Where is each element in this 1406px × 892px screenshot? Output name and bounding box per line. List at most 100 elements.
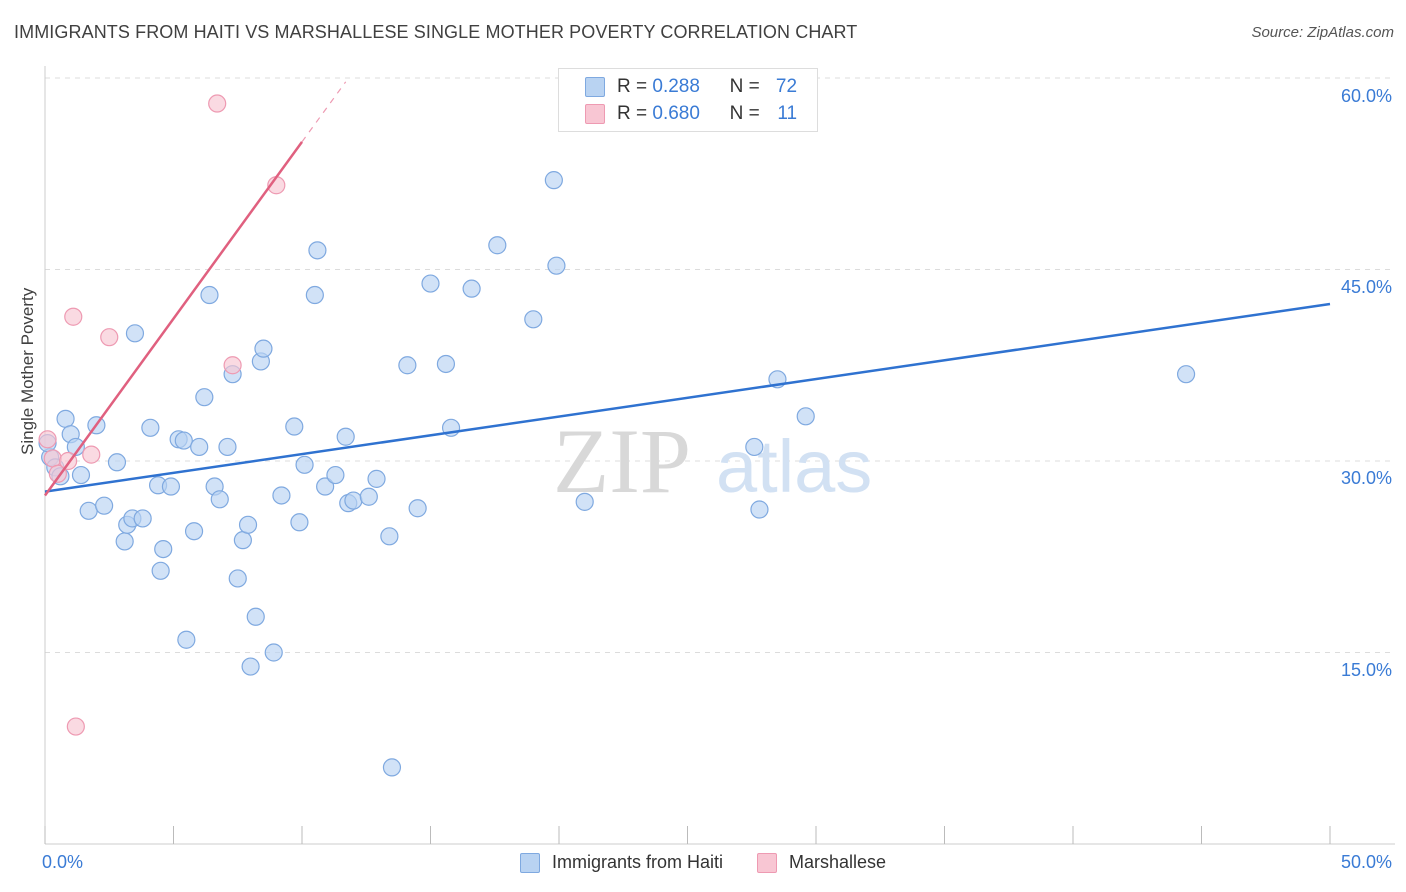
data-point-haiti: [285, 417, 304, 436]
marshallese-swatch: [585, 104, 605, 124]
data-point-haiti: [177, 630, 196, 649]
data-point-haiti: [141, 418, 160, 437]
data-point-haiti: [421, 274, 440, 293]
data-point-haiti: [184, 522, 204, 541]
data-point-haiti: [154, 539, 173, 559]
data-point-haiti: [161, 477, 181, 496]
y-tick-label-30: 30.0%: [1340, 468, 1392, 488]
data-point-haiti: [1176, 365, 1196, 384]
n-label: N =: [729, 76, 760, 97]
data-point-haiti: [436, 354, 456, 374]
data-point-haiti: [326, 465, 345, 485]
data-point-haiti: [316, 477, 335, 496]
haiti-swatch: [585, 77, 605, 97]
watermark-atlas: atlas: [716, 425, 872, 508]
haiti-points: [38, 171, 1196, 777]
data-point-haiti: [796, 407, 815, 426]
data-point-haiti: [398, 356, 417, 375]
data-point-marshallese: [48, 464, 67, 483]
data-point-haiti: [246, 607, 265, 626]
data-point-haiti: [190, 437, 209, 457]
data-point-haiti: [290, 513, 309, 532]
data-point-haiti: [308, 241, 327, 260]
n-label: N =: [729, 103, 760, 124]
data-point-haiti: [151, 561, 170, 580]
data-point-marshallese: [43, 449, 62, 468]
data-point-haiti: [408, 499, 427, 518]
data-point-haiti: [66, 437, 85, 457]
data-point-marshallese: [223, 356, 242, 375]
data-point-haiti: [488, 236, 507, 255]
data-point-haiti: [79, 501, 98, 520]
data-point-haiti: [56, 409, 75, 428]
data-point-haiti: [305, 285, 324, 305]
n-value: 72: [775, 76, 798, 97]
stats-row-haiti: R = 0.288 N = 72: [585, 75, 797, 99]
legend-label-marshallese: Marshallese: [789, 852, 887, 872]
stats-row-marshallese: R = 0.680 N = 11: [585, 102, 797, 126]
series-legend: Immigrants from Haiti Marshallese: [520, 852, 920, 873]
data-point-marshallese: [208, 94, 227, 113]
data-point-haiti: [380, 527, 399, 546]
y-tick-label-60: 60.0%: [1340, 86, 1392, 106]
data-point-haiti: [295, 455, 314, 474]
haiti-legend-swatch: [520, 852, 540, 873]
data-point-haiti: [272, 486, 291, 505]
trend-extension-marshallese: [301, 81, 347, 143]
data-point-marshallese: [100, 328, 119, 347]
n-value: 11: [777, 103, 798, 124]
r-value: 0.288: [652, 76, 700, 97]
data-point-haiti: [382, 758, 402, 777]
chart-title: IMMIGRANTS FROM HAITI VS MARSHALLESE SIN…: [14, 22, 858, 42]
data-point-haiti: [133, 509, 152, 528]
data-point-haiti: [210, 490, 229, 509]
stats-legend: R = 0.288 N = 72 R = 0.680 N = 11: [558, 68, 818, 132]
trend-lines: [43, 81, 1331, 497]
y-tick-label-45: 45.0%: [1340, 277, 1392, 297]
y-axis-label: Single Mother Poverty: [18, 287, 37, 455]
watermark: ZIP atlas: [553, 410, 872, 512]
legend-item-haiti[interactable]: Immigrants from Haiti: [520, 852, 723, 873]
marshallese-points: [38, 94, 286, 736]
r-label: R =: [617, 103, 648, 124]
data-point-haiti: [547, 256, 566, 275]
data-point-marshallese: [66, 717, 85, 736]
data-point-marshallese: [38, 430, 57, 449]
data-point-marshallese: [64, 307, 83, 326]
data-point-haiti: [367, 469, 386, 488]
y-tick-label-15: 15.0%: [1340, 660, 1392, 680]
data-point-haiti: [115, 532, 134, 551]
data-point-haiti: [95, 496, 114, 515]
data-point-haiti: [344, 491, 363, 510]
data-point-haiti: [107, 453, 127, 472]
trend-line-marshallese: [43, 141, 304, 497]
data-point-haiti: [125, 324, 145, 343]
watermark-zip: ZIP: [553, 410, 691, 512]
data-point-haiti: [544, 171, 563, 190]
r-label: R =: [617, 76, 648, 97]
data-point-haiti: [238, 515, 258, 534]
data-point-haiti: [233, 531, 252, 550]
data-point-haiti: [254, 339, 273, 358]
x-tick-label-max: 50.0%: [1340, 852, 1392, 872]
source-label: Source: ZipAtlas.com: [1251, 24, 1394, 41]
data-point-haiti: [264, 643, 283, 662]
data-point-haiti: [218, 437, 237, 457]
data-point-haiti: [575, 492, 594, 511]
data-point-haiti: [71, 465, 91, 485]
trend-line-haiti: [44, 302, 1331, 493]
data-point-haiti: [174, 431, 193, 450]
legend-label-haiti: Immigrants from Haiti: [552, 852, 724, 872]
data-point-marshallese: [82, 445, 101, 464]
marshallese-legend-swatch: [757, 852, 778, 873]
data-point-haiti: [524, 310, 543, 329]
data-point-haiti: [200, 285, 219, 305]
data-point-haiti: [195, 388, 214, 407]
data-point-haiti: [241, 657, 260, 676]
r-value: 0.680: [652, 103, 700, 124]
legend-item-marshallese[interactable]: Marshallese: [757, 852, 886, 873]
grid-lines: [45, 77, 1395, 653]
data-point-haiti: [359, 487, 378, 506]
x-tick-label-min: 0.0%: [42, 852, 84, 872]
